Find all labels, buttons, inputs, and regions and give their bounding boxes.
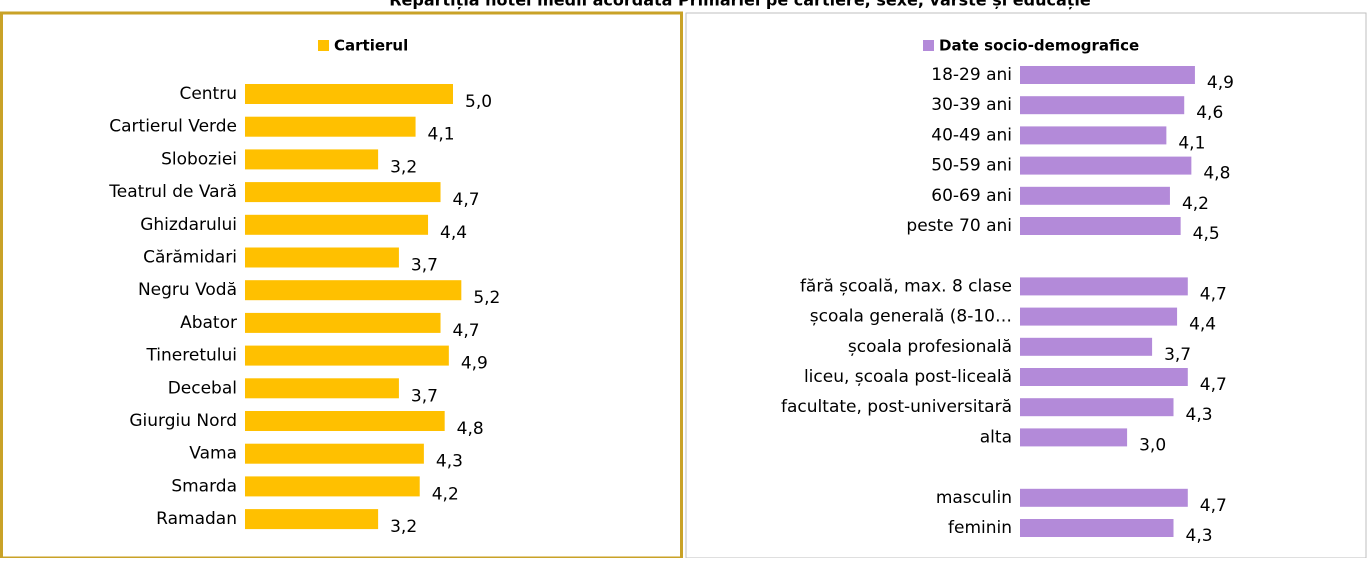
bar [245,476,420,497]
data-label: 4,8 [1203,164,1230,184]
data-label: 4,7 [453,190,480,210]
bar [245,443,424,464]
data-label: 3,7 [1164,345,1191,365]
bar [1020,277,1188,296]
bar [245,509,379,530]
y-tick-label: Negru Vodă [138,280,237,300]
bar [245,182,441,203]
bar [245,411,445,431]
data-label: 3,7 [411,256,438,276]
bar [1020,368,1188,386]
data-label: 4,7 [1200,284,1227,304]
data-label: 4,9 [1207,73,1234,93]
y-tick-label: Teatrul de Vară [108,182,237,202]
y-tick-label: fără școală, max. 8 clase [800,276,1012,296]
y-tick-label: 30-39 ani [931,95,1012,115]
data-label: 4,6 [1196,103,1223,123]
data-label: 5,2 [473,288,500,308]
data-label: 4,4 [440,223,467,243]
bar [1020,186,1170,205]
data-label: 4,8 [457,419,484,439]
data-label: 4,7 [453,321,480,341]
bar [245,84,453,104]
y-tick-label: Ramadan [156,509,237,529]
bar [1020,126,1167,145]
bar [1020,96,1185,115]
y-tick-label: 18-29 ani [931,65,1012,85]
y-tick-label: liceu, școala post-liceală [804,367,1012,387]
data-label: 4,2 [1182,194,1209,214]
y-tick-label: Centru [179,84,237,104]
data-label: 4,1 [1178,133,1205,153]
data-label: 5,0 [465,92,492,112]
y-tick-label: Abator [180,313,237,333]
data-label: 4,4 [1189,315,1216,335]
data-label: 4,5 [1193,224,1220,244]
data-label: 3,0 [1139,435,1166,455]
data-label: 4,1 [428,125,455,145]
y-tick-label: Ghizdarului [140,215,237,235]
y-tick-label: alta [980,427,1012,447]
data-label: 4,3 [1186,405,1213,425]
y-tick-label: Vama [189,444,237,464]
bar [245,378,399,399]
bar [245,345,449,366]
chart-title: Repartiția notei medii acordată Primărie… [389,0,1091,10]
y-tick-label: școala profesională [848,337,1012,357]
y-tick-label: facultate, post-universitară [781,397,1012,417]
data-label: 4,2 [432,484,459,504]
y-tick-label: Smarda [171,476,237,496]
data-label: 3,2 [390,517,417,537]
legend-label: Date socio-demografice [939,37,1139,55]
data-label: 3,2 [390,157,417,177]
legend-swatch [318,40,329,51]
y-tick-label: masculin [936,488,1012,508]
y-tick-label: feminin [948,518,1012,538]
legend-swatch [923,40,934,51]
y-tick-label: Sloboziei [161,149,237,169]
legend-label: Cartierul [334,37,408,55]
bar [1020,217,1181,235]
bar [1020,66,1195,84]
data-label: 4,3 [436,452,463,472]
data-label: 4,3 [1186,526,1213,546]
data-label: 4,9 [461,354,488,374]
bar [1020,428,1128,447]
bar [245,280,462,301]
y-tick-label: Giurgiu Nord [129,411,237,431]
y-tick-label: peste 70 ani [906,216,1012,236]
y-tick-label: Cartierul Verde [109,117,237,137]
y-tick-label: 50-59 ani [931,156,1012,176]
bar [245,214,429,235]
bar [245,149,379,170]
bar [245,116,416,137]
y-tick-label: Decebal [168,378,237,398]
bar [1020,398,1174,417]
y-tick-label: școala generală (8-10… [810,307,1012,327]
y-tick-label: 40-49 ani [931,125,1012,145]
data-label: 3,7 [411,386,438,406]
y-tick-label: Cărămidari [143,248,237,268]
y-tick-label: 60-69 ani [931,186,1012,206]
bar [245,247,399,268]
data-label: 4,7 [1200,375,1227,395]
bar [1020,156,1192,175]
bar [1020,519,1174,537]
bar [1020,337,1153,356]
bar [1020,488,1188,507]
bar [1020,307,1178,326]
bar [245,312,441,333]
data-label: 4,7 [1200,496,1227,516]
y-tick-label: Tineretului [145,346,237,366]
